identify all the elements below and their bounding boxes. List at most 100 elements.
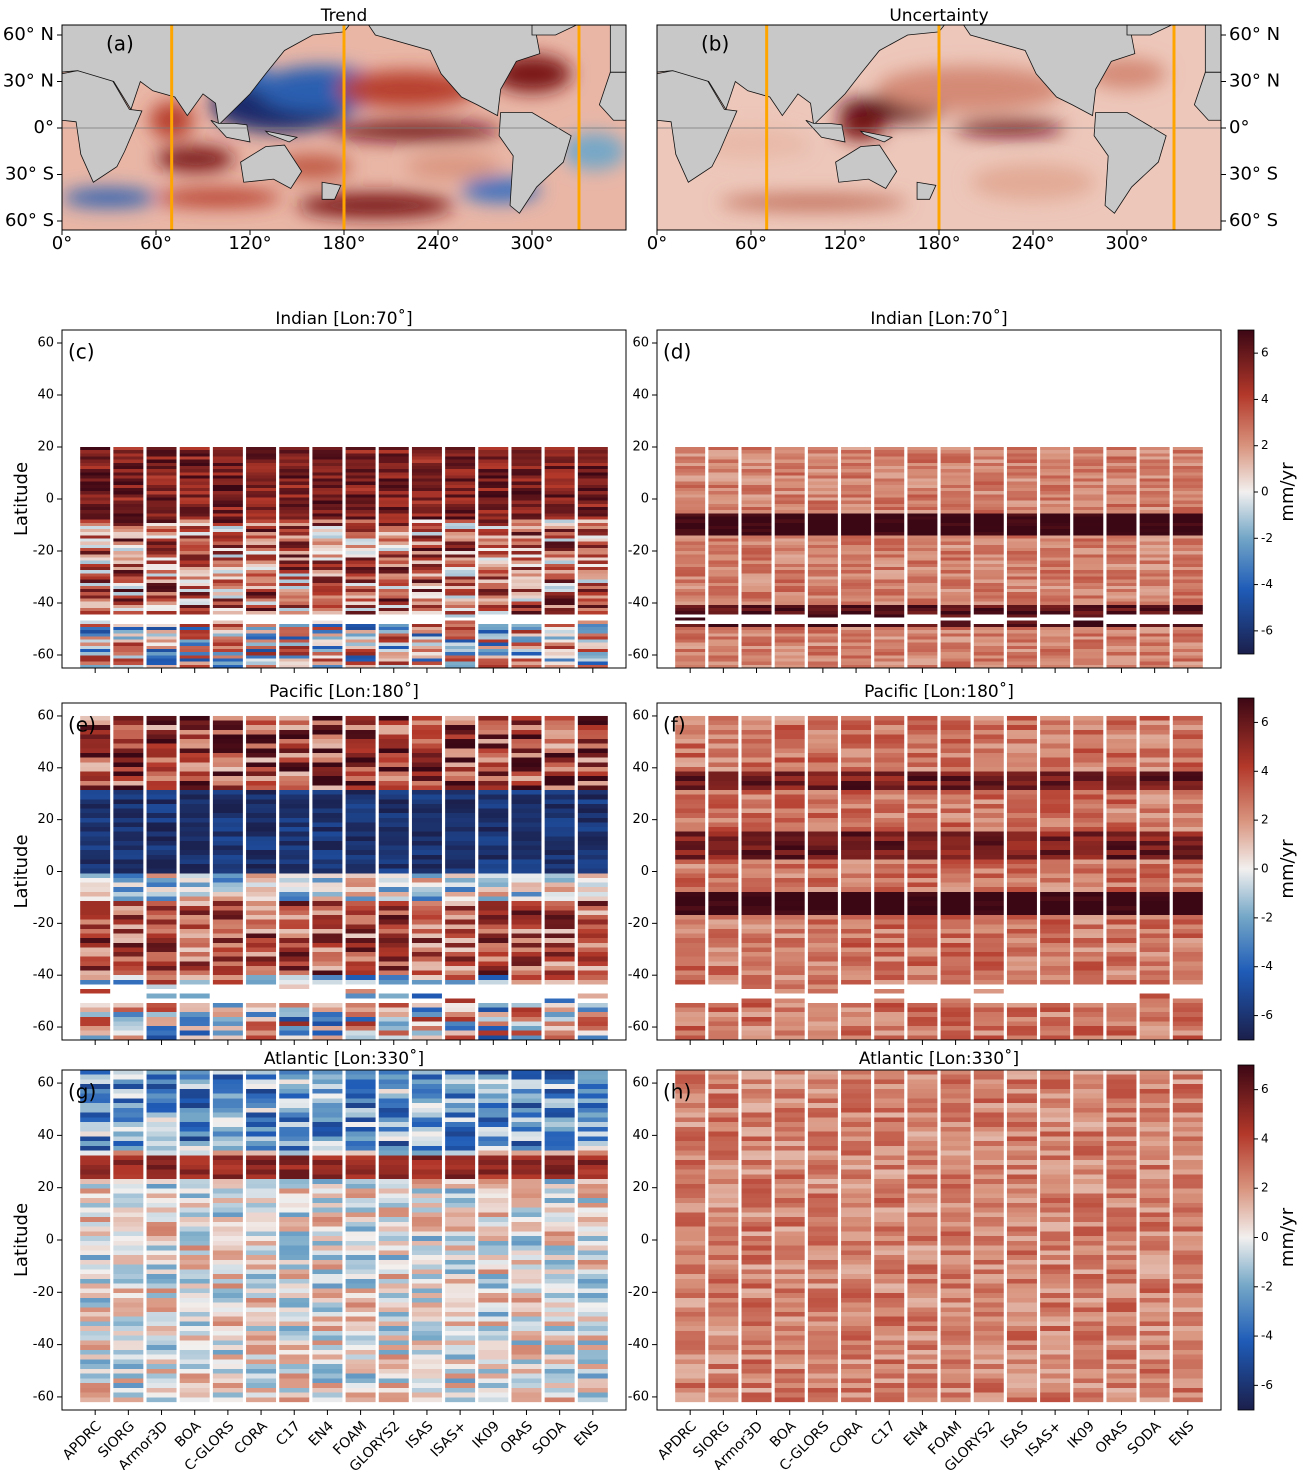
stripe <box>445 447 476 668</box>
stripe <box>577 1070 608 1403</box>
y-tick-label: 0° <box>34 117 54 138</box>
y-tick-label: 0 <box>46 492 54 507</box>
stripe <box>1106 447 1137 668</box>
colorbar-tick-label: -4 <box>1261 959 1273 973</box>
stripe <box>675 447 706 668</box>
stripe <box>246 715 277 1040</box>
land <box>264 130 299 143</box>
x-tick-label: C17 <box>868 1418 899 1449</box>
x-tick-label: ORAS <box>497 1418 536 1457</box>
stripe <box>874 1070 905 1403</box>
land <box>531 25 578 36</box>
stripe <box>577 447 608 668</box>
ocean-patch <box>719 194 908 211</box>
y-axis-label: Latitude <box>11 462 32 536</box>
stripe <box>345 1070 376 1403</box>
land <box>859 130 894 143</box>
y-tick-label: 0 <box>641 864 649 879</box>
colorbar-tick-label: 6 <box>1261 1082 1269 1096</box>
x-tick-label: ORAS <box>1092 1418 1131 1457</box>
ocean-patch <box>297 193 454 218</box>
colorbar-tick-label: -2 <box>1261 531 1273 545</box>
stripe <box>544 1070 575 1403</box>
x-tick-label: SODA <box>1125 1418 1165 1458</box>
stripe <box>279 1070 310 1403</box>
stripe <box>179 1070 210 1403</box>
y-tick-label: 20 <box>37 812 54 827</box>
y-tick-label: 0 <box>641 1233 649 1248</box>
stripe <box>312 715 343 1040</box>
stripe <box>741 447 772 668</box>
map-title: Trend <box>320 6 368 26</box>
map-title: Uncertainty <box>889 6 988 26</box>
stripe <box>741 715 772 1040</box>
y-tick-label: -40 <box>33 1337 54 1352</box>
x-tick-label: 0° <box>52 233 72 254</box>
ocean-patch <box>876 66 1065 113</box>
stripe <box>345 447 376 668</box>
land <box>1126 25 1173 36</box>
y-tick-label: -20 <box>33 1285 54 1300</box>
x-tick-label: CORA <box>231 1418 271 1458</box>
land <box>916 181 937 200</box>
y-tick-label: 60 <box>632 1076 649 1091</box>
colorbar-tick-label: 2 <box>1261 438 1269 452</box>
y-tick-label: -40 <box>33 968 54 983</box>
stripe <box>774 1070 805 1403</box>
stripe <box>1006 447 1037 668</box>
panel-label: (a) <box>106 32 134 56</box>
y-tick-label: 0 <box>46 1233 54 1248</box>
x-tick-label: ISAS+ <box>1023 1418 1065 1460</box>
stripe <box>80 715 111 1040</box>
land <box>609 25 626 73</box>
colorbar-tick-label: -4 <box>1261 1329 1273 1343</box>
stripe <box>179 447 210 668</box>
x-tick-label: 60° <box>735 233 767 254</box>
land <box>498 112 572 214</box>
colorbar-tick-label: -2 <box>1261 1279 1273 1293</box>
y-tick-label: -60 <box>33 1020 54 1035</box>
stripe <box>1139 1070 1170 1403</box>
y-tick-label: -60 <box>628 648 649 663</box>
colorbar-label: mm/yr <box>1277 839 1298 899</box>
y-tick-label: 0 <box>641 492 649 507</box>
y-tick-label: 20 <box>37 1180 54 1195</box>
x-tick-label: CORA <box>826 1418 866 1458</box>
y-tick-label: 60 <box>632 708 649 723</box>
y-tick-label: 30° S <box>5 164 54 185</box>
stripe <box>940 715 971 1040</box>
stripe <box>544 715 575 1040</box>
stripe <box>80 447 111 668</box>
panel-label: (b) <box>701 32 729 56</box>
ocean-patch <box>406 154 501 180</box>
x-tick-label: 180° <box>322 233 365 254</box>
stripe <box>874 447 905 668</box>
stripe <box>113 447 144 668</box>
y-tick-label: -20 <box>33 916 54 931</box>
colorbar-tick-label: -2 <box>1261 910 1273 924</box>
colorbar <box>1237 329 1255 655</box>
stripe <box>113 1070 144 1403</box>
stripe <box>212 715 243 1040</box>
x-tick-label: 180° <box>917 233 960 254</box>
stripe <box>113 715 144 1040</box>
stripe <box>378 447 409 668</box>
stripe <box>1006 1070 1037 1403</box>
colorbar-tick-label: -6 <box>1261 623 1273 637</box>
stripe <box>1139 715 1170 1040</box>
x-tick-label: 240° <box>1011 233 1054 254</box>
stripe <box>1040 715 1071 1040</box>
land <box>368 25 541 117</box>
stripe <box>511 1070 542 1403</box>
stripe <box>411 1070 442 1403</box>
colorbar-tick-label: -6 <box>1261 1008 1273 1022</box>
y-tick-label: 40 <box>37 1128 54 1143</box>
panel-title: Pacific [Lon:180˚] <box>864 681 1014 702</box>
x-tick-label: 120° <box>823 233 866 254</box>
y-tick-label: 30° N <box>1229 71 1280 92</box>
ocean-patch <box>563 132 626 170</box>
stripe <box>179 715 210 1040</box>
y-tick-label: 20 <box>632 1180 649 1195</box>
map <box>62 25 626 230</box>
